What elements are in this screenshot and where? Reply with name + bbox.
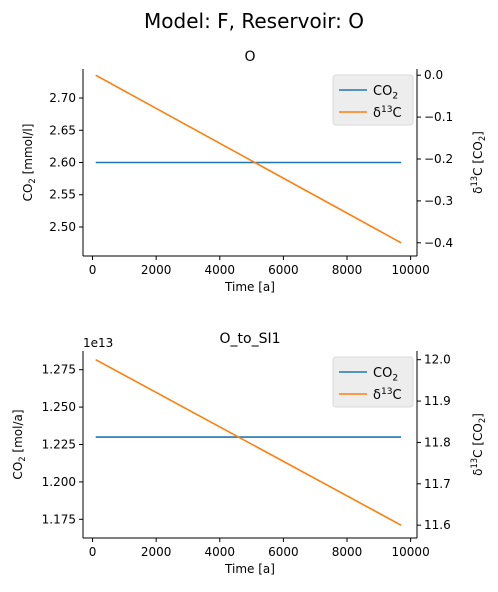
figure-suptitle: Model: F, Reservoir: O: [144, 9, 364, 33]
x-tick-label: 2000: [141, 263, 172, 277]
y-right-tick-label: 11.8: [424, 435, 451, 449]
y-left-tick-label: 2.50: [49, 220, 76, 234]
x-tick-label: 10000: [392, 545, 430, 559]
series-line-d13c: [95, 74, 402, 244]
y-right-tick-label: −0.3: [424, 194, 453, 208]
plots: O 0 2000 4000 6000 8000 10000 2.50 2.55 2.60 2.65 2…: [11, 49, 487, 576]
x-axis-label: Time [a]: [224, 280, 275, 294]
y-right-tick-label: 0.0: [424, 68, 443, 82]
y-right-axis-label: δ13C [CO2]: [469, 131, 487, 194]
y-right-tick-label: −0.4: [424, 236, 453, 250]
y-offset-text: 1e13: [83, 336, 113, 350]
series-line-d13c: [95, 358, 402, 526]
legend-label: δ13C: [373, 387, 402, 403]
x-tick-label: 4000: [205, 263, 236, 277]
x-axis-label: Time [a]: [224, 562, 275, 576]
legend-label: δ13C: [373, 105, 402, 121]
x-tick-label: 8000: [332, 545, 363, 559]
y-right-tick-label: 11.7: [424, 477, 451, 491]
chart-1: O 0 2000 4000 6000 8000 10000 2.50 2.55 2.60 2.65 2…: [21, 49, 487, 294]
x-tick-label: 0: [89, 263, 97, 277]
y-right-tick-label: −0.2: [424, 152, 453, 166]
y-left-tick-label: 1.175: [42, 512, 76, 526]
legend-label: CO2: [373, 84, 398, 101]
y-left-tick-label: 2.55: [49, 188, 76, 202]
y-right-axis-label: δ13C [CO2]: [469, 413, 487, 476]
x-tick-label: 6000: [268, 263, 299, 277]
x-tick-label: 0: [89, 545, 97, 559]
y-left-tick-label: 2.60: [49, 156, 76, 170]
y-left-axis-label: CO2 [mmol/l]: [21, 124, 37, 202]
chart-2: O_to_SI1 1e13 0 2000 4000 6000 8000 10000 1.175 1…: [11, 331, 487, 576]
x-tick-label: 6000: [268, 545, 299, 559]
y-right-tick-label: 12.0: [424, 353, 451, 367]
y-left-tick-label: 2.65: [49, 123, 76, 137]
x-tick-label: 4000: [205, 545, 236, 559]
chart-title: O: [244, 49, 255, 65]
y-left-tick-label: 1.225: [42, 438, 76, 452]
y-left-axis-label: CO2 [mol/a]: [11, 409, 27, 479]
y-left-tick-label: 1.250: [42, 400, 76, 414]
y-right-tick-label: −0.1: [424, 110, 453, 124]
x-tick-label: 8000: [332, 263, 363, 277]
legend-label: CO2: [373, 366, 398, 383]
y-left-tick-label: 1.200: [42, 475, 76, 489]
y-left-tick-label: 1.275: [42, 363, 76, 377]
y-left-tick-label: 2.70: [49, 91, 76, 105]
x-tick-label: 2000: [141, 545, 172, 559]
x-tick-label: 10000: [392, 263, 430, 277]
chart-title: O_to_SI1: [220, 331, 281, 347]
y-right-tick-label: 11.6: [424, 518, 451, 532]
y-right-tick-label: 11.9: [424, 394, 451, 408]
